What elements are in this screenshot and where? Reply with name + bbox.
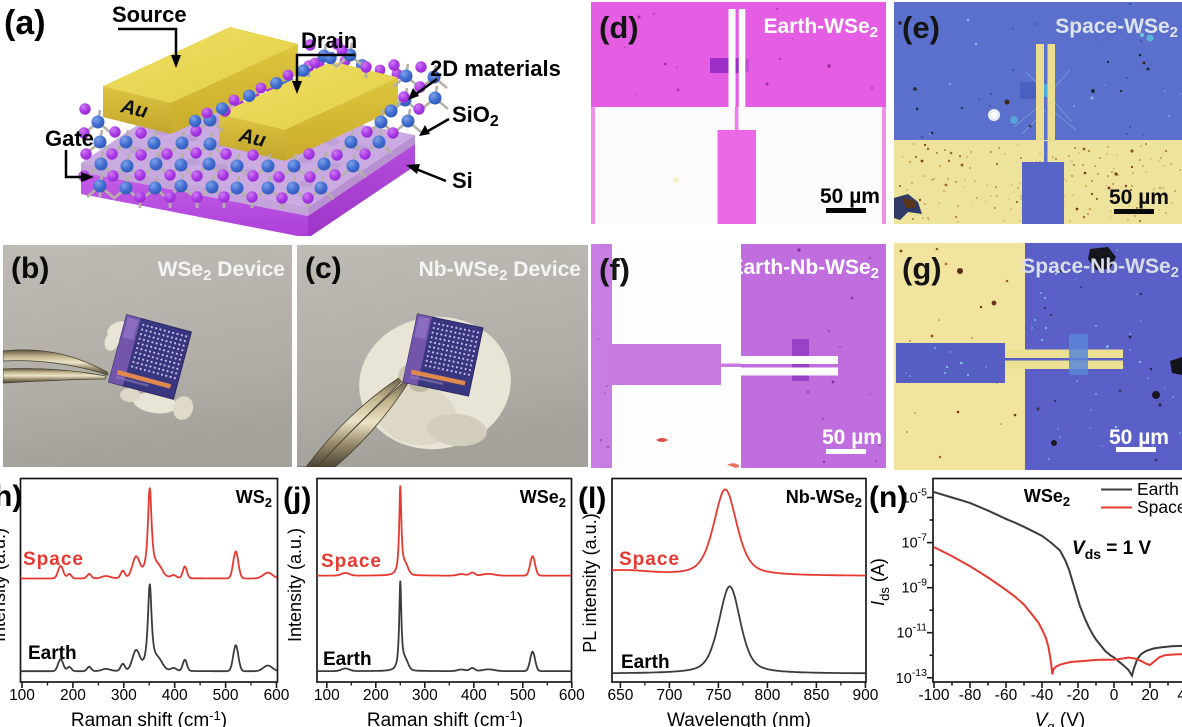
svg-text:40: 40 (1177, 687, 1182, 704)
svg-text:50 µm: 50 µm (1109, 426, 1169, 449)
svg-text:400: 400 (162, 687, 188, 704)
svg-text:Nb-WSe2: Nb-WSe2 (786, 487, 862, 510)
svg-text:50 µm: 50 µm (1109, 186, 1169, 209)
svg-text:Intensity (a.u.): Intensity (a.u.) (0, 528, 9, 642)
svg-text:100: 100 (314, 687, 340, 704)
svg-text:-100: -100 (918, 687, 949, 704)
svg-text:Earth: Earth (323, 649, 372, 670)
svg-text:Vg (V): Vg (V) (1035, 710, 1086, 727)
svg-text:WSe2: WSe2 (1024, 486, 1070, 509)
svg-text:Space-Nb-WSe2: Space-Nb-WSe2 (1021, 255, 1179, 281)
svg-text:(d): (d) (599, 10, 639, 45)
svg-text:Si: Si (452, 168, 473, 193)
svg-text:Gate: Gate (45, 126, 94, 151)
svg-text:(a): (a) (4, 4, 46, 42)
svg-text:Drain: Drain (301, 28, 357, 53)
svg-text:(b): (b) (11, 252, 49, 285)
svg-text:Raman shift (cm-1): Raman shift (cm-1) (71, 708, 227, 727)
svg-text:Earth: Earth (621, 652, 670, 673)
svg-text:200: 200 (363, 687, 389, 704)
svg-text:-40: -40 (1031, 687, 1054, 704)
svg-text:(h): (h) (0, 480, 22, 513)
svg-text:-20: -20 (1067, 687, 1090, 704)
svg-text:(g): (g) (902, 251, 942, 286)
svg-text:10-9: 10-9 (902, 577, 928, 597)
svg-text:900: 900 (852, 687, 878, 704)
svg-text:Space: Space (23, 549, 84, 570)
svg-text:WSe2 Device: WSe2 Device (158, 258, 285, 284)
svg-text:300: 300 (111, 687, 137, 704)
svg-text:(f): (f) (599, 252, 630, 287)
svg-text:PL intensity (a.u.): PL intensity (a.u.) (580, 513, 600, 652)
svg-text:WSe2: WSe2 (520, 487, 566, 510)
svg-text:Ids (A): Ids (A) (868, 558, 892, 606)
svg-text:Source: Source (112, 2, 187, 27)
svg-text:400: 400 (461, 687, 487, 704)
svg-text:Space-WSe2: Space-WSe2 (1055, 15, 1178, 41)
svg-text:650: 650 (607, 687, 633, 704)
svg-text:10-11: 10-11 (896, 622, 927, 642)
svg-text:(c): (c) (305, 252, 342, 285)
svg-text:200: 200 (60, 687, 86, 704)
svg-text:0: 0 (1110, 687, 1119, 704)
svg-text:(j): (j) (283, 482, 311, 515)
svg-text:20: 20 (1141, 687, 1159, 704)
svg-text:600: 600 (559, 687, 585, 704)
svg-text:SiO2: SiO2 (452, 102, 499, 130)
svg-text:500: 500 (510, 687, 536, 704)
svg-text:100: 100 (9, 687, 35, 704)
svg-text:2D materials: 2D materials (430, 56, 561, 81)
svg-text:(n): (n) (869, 481, 907, 514)
svg-text:(e): (e) (902, 10, 940, 45)
svg-text:10-7: 10-7 (902, 532, 928, 552)
svg-text:300: 300 (412, 687, 438, 704)
svg-text:-60: -60 (995, 687, 1018, 704)
svg-text:600: 600 (264, 687, 290, 704)
svg-text:500: 500 (213, 687, 239, 704)
svg-text:800: 800 (754, 687, 780, 704)
svg-text:(l): (l) (578, 482, 606, 515)
svg-text:50 µm: 50 µm (822, 426, 882, 449)
svg-text:Earth: Earth (1137, 479, 1179, 499)
svg-text:10-13: 10-13 (896, 667, 927, 687)
svg-text:Earth: Earth (28, 643, 77, 664)
svg-text:Earth-Nb-WSe2: Earth-Nb-WSe2 (729, 256, 879, 282)
svg-text:50 µm: 50 µm (820, 185, 880, 208)
svg-text:Space: Space (1137, 497, 1182, 517)
svg-text:750: 750 (705, 687, 731, 704)
svg-text:Wavelength (nm): Wavelength (nm) (667, 710, 811, 727)
svg-text:Space: Space (321, 551, 382, 572)
svg-text:Earth-WSe2: Earth-WSe2 (763, 15, 878, 41)
svg-text:Intensity (a.u.): Intensity (a.u.) (285, 528, 305, 642)
svg-text:Raman shift (cm-1): Raman shift (cm-1) (367, 708, 523, 727)
svg-text:Vds = 1 V: Vds = 1 V (1072, 538, 1152, 562)
svg-text:-80: -80 (959, 687, 982, 704)
svg-text:850: 850 (803, 687, 829, 704)
svg-text:700: 700 (656, 687, 682, 704)
svg-text:WS2: WS2 (236, 487, 272, 510)
svg-text:Space: Space (619, 549, 680, 570)
